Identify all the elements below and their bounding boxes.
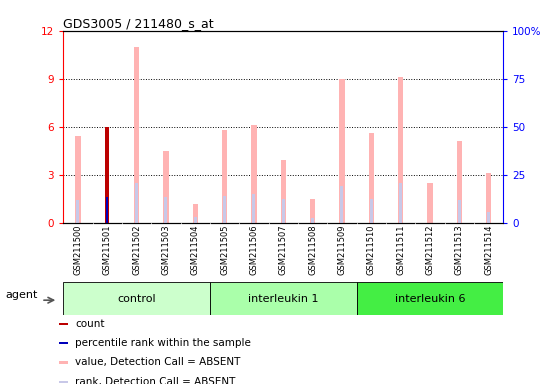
Text: percentile rank within the sample: percentile rank within the sample	[75, 338, 251, 348]
Bar	[105, 127, 109, 223]
Bar	[311, 218, 314, 223]
Bar	[427, 183, 432, 223]
Bar	[164, 197, 167, 223]
Bar	[76, 200, 79, 223]
Bar	[194, 217, 197, 223]
Bar	[223, 195, 226, 223]
Bar	[210, 282, 356, 315]
Bar	[135, 183, 138, 223]
Bar	[106, 197, 108, 223]
Text: control: control	[117, 293, 156, 304]
Bar	[222, 130, 227, 223]
Bar	[251, 125, 256, 223]
Bar	[339, 79, 344, 223]
Text: agent: agent	[5, 290, 37, 300]
Bar	[58, 323, 68, 325]
Bar	[399, 183, 402, 223]
Bar	[456, 141, 462, 223]
Bar	[58, 361, 68, 364]
Bar	[487, 212, 490, 223]
Bar	[58, 342, 68, 344]
Text: interleukin 6: interleukin 6	[395, 293, 465, 304]
Bar	[58, 381, 68, 383]
Text: count: count	[75, 319, 104, 329]
Text: GDS3005 / 211480_s_at: GDS3005 / 211480_s_at	[63, 17, 214, 30]
Bar	[458, 200, 461, 223]
Bar	[192, 204, 198, 223]
Bar	[282, 199, 285, 223]
Bar	[63, 282, 210, 315]
Text: value, Detection Call = ABSENT: value, Detection Call = ABSENT	[75, 358, 240, 367]
Bar	[368, 133, 374, 223]
Bar	[486, 173, 491, 223]
Bar	[75, 136, 80, 223]
Bar	[310, 199, 315, 223]
Bar	[252, 194, 255, 223]
Bar	[340, 186, 343, 223]
Bar	[398, 77, 403, 223]
Bar	[163, 151, 168, 223]
Bar	[356, 282, 503, 315]
Bar	[134, 47, 139, 223]
Text: rank, Detection Call = ABSENT: rank, Detection Call = ABSENT	[75, 377, 235, 384]
Bar	[370, 199, 373, 223]
Bar	[280, 161, 286, 223]
Text: interleukin 1: interleukin 1	[248, 293, 318, 304]
